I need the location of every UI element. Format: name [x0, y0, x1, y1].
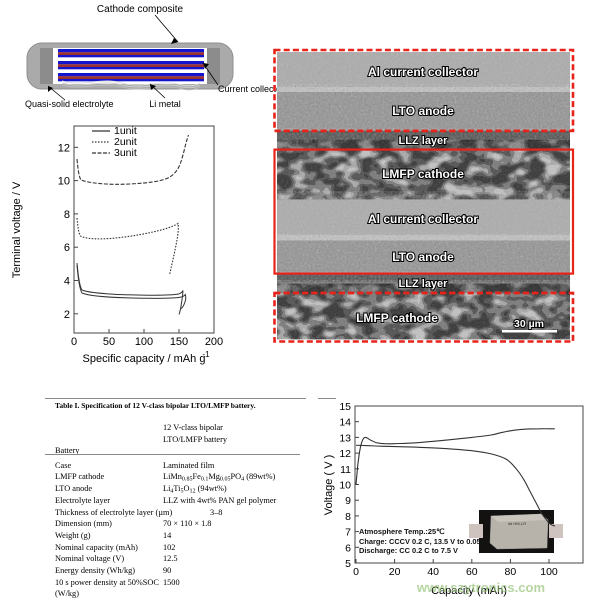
svg-text:7: 7: [345, 527, 351, 539]
svg-text:15: 15: [339, 401, 351, 413]
svg-text:5: 5: [345, 558, 351, 570]
svg-text:Discharge: CC 0.2 C to 7.5 V: Discharge: CC 0.2 C to 7.5 V: [359, 546, 458, 555]
svg-text:100: 100: [540, 566, 558, 578]
svg-text:9: 9: [345, 495, 351, 507]
svg-text:Voltage ( V ): Voltage ( V ): [323, 455, 335, 516]
svg-text:40: 40: [427, 566, 439, 578]
svg-text:6: 6: [345, 542, 351, 554]
svg-text:Atmosphere Temp.:25℃: Atmosphere Temp.:25℃: [359, 527, 444, 536]
svg-text:20: 20: [389, 566, 401, 578]
svg-text:Charge: CCCV 0.2 C, 13.5 V to: Charge: CCCV 0.2 C, 13.5 V to 0.05 C: [359, 537, 489, 546]
svg-text:www.szytronics.com: www.szytronics.com: [416, 580, 545, 595]
svg-text:12: 12: [339, 448, 351, 460]
svg-text:14: 14: [339, 417, 351, 429]
svg-text:0: 0: [353, 566, 359, 578]
svg-text:60: 60: [466, 566, 478, 578]
svg-text:8: 8: [345, 511, 351, 523]
svg-text:11: 11: [340, 464, 351, 476]
svg-text:ltd HM-LR: ltd HM-LR: [508, 521, 526, 526]
svg-text:13: 13: [339, 432, 351, 444]
svg-text:80: 80: [505, 566, 517, 578]
svg-text:10: 10: [339, 480, 351, 492]
